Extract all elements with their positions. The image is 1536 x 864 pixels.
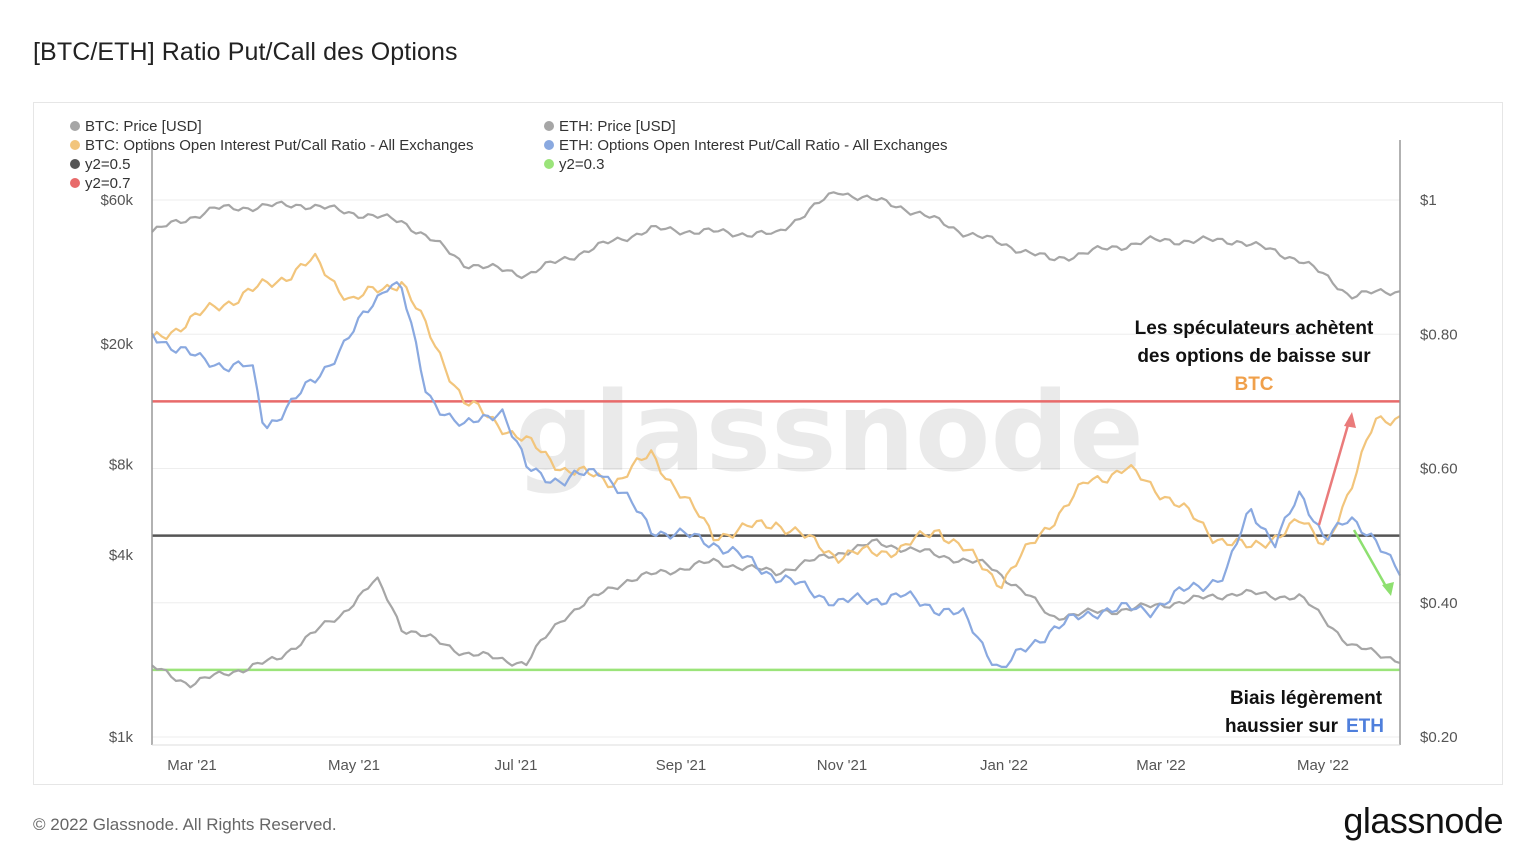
- eth-down-arrow: [1352, 529, 1390, 591]
- x-tick-label: Nov '21: [817, 757, 867, 774]
- annotation-arrows: [1317, 412, 1394, 596]
- watermark: glassnode: [515, 368, 1144, 496]
- legend-marker[interactable]: [70, 140, 80, 150]
- btc-price-line: [151, 191, 1401, 300]
- y-left-tick-label: $8k: [109, 456, 134, 473]
- legend-marker[interactable]: [70, 121, 80, 131]
- eth-down-arrowhead: [1382, 582, 1394, 596]
- x-tick-label: Mar '22: [1136, 757, 1186, 774]
- btc-put-call-line: [151, 252, 1401, 590]
- x-tick-label: Sep '21: [656, 757, 706, 774]
- btc-annotation-word: BTC: [1234, 374, 1273, 395]
- legend[interactable]: BTC: Price [USD] ETH: Price [USD] BTC: Opt…: [70, 118, 948, 192]
- legend-label[interactable]: ETH: Options Open Interest Put/Call Rati…: [559, 137, 948, 154]
- legend-label[interactable]: ETH: Price [USD]: [559, 118, 676, 135]
- eth-put-call-line: [151, 281, 1401, 669]
- legend-label[interactable]: BTC: Options Open Interest Put/Call Rati…: [85, 137, 474, 154]
- axes: $1 $0.80 $0.60 $0.40 $0.20 $60k $20k $8k $4k $1k M…: [100, 140, 1458, 774]
- x-tick-label: Jul '21: [495, 757, 538, 774]
- page-title: [BTC/ETH] Ratio Put/Call des Options: [33, 38, 458, 66]
- x-tick-label: May '21: [328, 757, 380, 774]
- legend-label[interactable]: y2=0.7: [85, 175, 130, 192]
- x-tick-label: Mar '21: [167, 757, 217, 774]
- chart-frame: [33, 102, 1503, 785]
- legend-marker[interactable]: [544, 121, 554, 131]
- btc-up-arrow: [1317, 417, 1352, 526]
- btc-up-arrowhead: [1344, 412, 1356, 428]
- gridlines: [152, 199, 1400, 738]
- eth-price-line: [151, 538, 1401, 689]
- legend-marker[interactable]: [544, 159, 554, 169]
- glassnode-logo[interactable]: glassnode: [1343, 800, 1503, 841]
- legend-label[interactable]: y2=0.3: [559, 156, 604, 173]
- y-right-tick-label: $0.20: [1420, 729, 1458, 746]
- btc-annotation-line2: des options de baisse sur: [1137, 346, 1371, 367]
- series-lines: [151, 191, 1401, 689]
- copyright-text: © 2022 Glassnode. All Rights Reserved.: [33, 815, 337, 834]
- eth-annotation-line1: Biais légèrement: [1230, 688, 1383, 709]
- x-tick-label: Jan '22: [980, 757, 1028, 774]
- btc-annotation-line1: Les spéculateurs achètent: [1135, 318, 1374, 339]
- y-left-tick-label: $1k: [109, 729, 134, 746]
- legend-marker[interactable]: [70, 159, 80, 169]
- legend-marker[interactable]: [70, 178, 80, 188]
- legend-marker[interactable]: [544, 140, 554, 150]
- eth-annotation-word: ETH: [1346, 716, 1384, 737]
- y-left-tick-label: $20k: [100, 336, 133, 353]
- eth-annotation-line2: haussier sur: [1225, 716, 1339, 737]
- reference-lines: [152, 400, 1400, 672]
- y-right-tick-label: $0.40: [1420, 595, 1458, 612]
- legend-label[interactable]: y2=0.5: [85, 156, 130, 173]
- y-right-tick-label: $0.60: [1420, 461, 1458, 478]
- y-left-tick-label: $4k: [109, 547, 134, 564]
- legend-label[interactable]: BTC: Price [USD]: [85, 118, 202, 135]
- y-left-tick-label: $60k: [100, 192, 133, 209]
- y-right-tick-label: $0.80: [1420, 326, 1458, 343]
- x-tick-label: May '22: [1297, 757, 1349, 774]
- y-right-tick-label: $1: [1420, 192, 1437, 209]
